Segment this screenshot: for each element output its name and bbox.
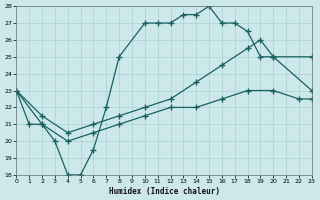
X-axis label: Humidex (Indice chaleur): Humidex (Indice chaleur) — [108, 187, 220, 196]
